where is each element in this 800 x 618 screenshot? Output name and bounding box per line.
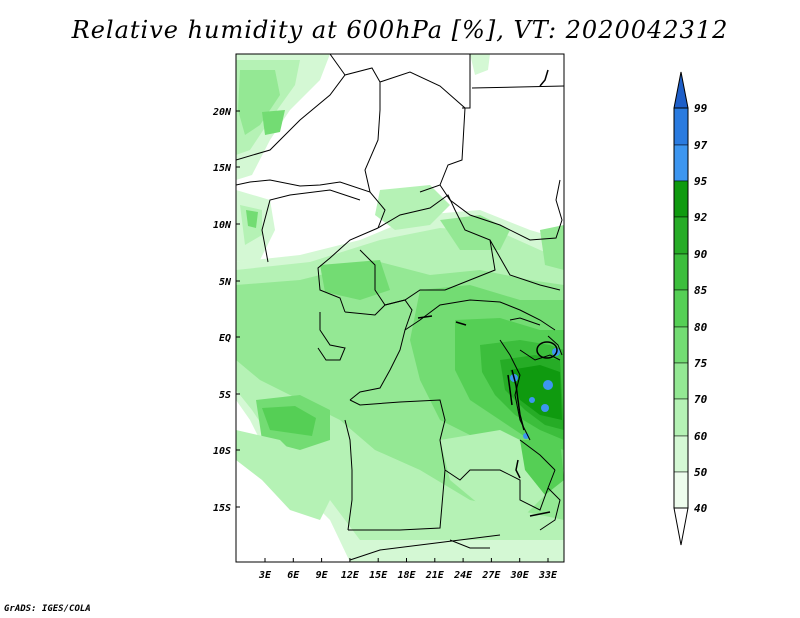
colorbar-segment <box>673 216 689 255</box>
lat-label: 5N <box>219 277 232 288</box>
colorbar-label: 90 <box>694 248 708 261</box>
colorbar-segment <box>673 180 689 218</box>
lon-label: 12E <box>341 570 360 581</box>
lon-label: 6E <box>287 570 300 581</box>
colorbar-segment <box>673 326 689 364</box>
colorbar-segment <box>673 435 689 473</box>
colorbar-label: 92 <box>694 211 708 224</box>
lon-label: 15E <box>369 570 388 581</box>
colorbar-segment <box>673 253 689 291</box>
colorbar-label: 85 <box>694 284 708 297</box>
lon-label: 30E <box>510 570 530 581</box>
colorbar-segment <box>673 107 689 146</box>
lakes <box>417 69 558 517</box>
colorbar-segment <box>673 471 689 509</box>
colorbar-label: 97 <box>694 139 708 152</box>
lon-label: 9E <box>316 570 329 581</box>
chart-title: Relative humidity at 600hPa [%], VT: 202… <box>71 16 729 44</box>
colorbar-label: 75 <box>694 357 708 370</box>
colorbar-label: 95 <box>694 175 708 188</box>
lon-label: 18E <box>397 570 416 581</box>
colorbar-label: 99 <box>694 102 708 115</box>
colorbar-segment <box>673 362 689 400</box>
colorbar: 99 97 95 92 90 85 80 75 70 60 50 40 <box>673 71 708 546</box>
lat-label: EQ <box>219 333 231 344</box>
colorbar-label: 40 <box>694 502 708 515</box>
lon-label: 21E <box>425 570 445 581</box>
lon-label: 3E <box>258 570 272 581</box>
colorbar-segment <box>673 144 689 182</box>
colorbar-bottom-arrow <box>673 507 689 546</box>
lat-label: 10N <box>213 220 232 231</box>
colorbar-label: 50 <box>694 466 708 479</box>
lat-label: 10S <box>213 446 231 457</box>
colorbar-segment <box>673 398 689 437</box>
grads-credit: GrADS: IGES/COLA <box>4 604 91 614</box>
lat-label: 15S <box>213 503 231 514</box>
lon-label: 33E <box>538 570 558 581</box>
lon-label: 27E <box>481 570 501 581</box>
lon-label: 24E <box>453 570 473 581</box>
colorbar-frame <box>673 107 689 509</box>
lat-label: 20N <box>212 107 232 118</box>
colorbar-label: 70 <box>694 393 708 406</box>
lat-label: 5S <box>219 390 231 401</box>
humidity-field <box>236 54 564 562</box>
colorbar-label: 60 <box>694 430 708 443</box>
colorbar-label: 80 <box>694 321 708 334</box>
map-frame <box>235 53 565 563</box>
longitude-axis: 3E 6E 9E 12E 15E 18E 21E 24E 27E 30E 33E <box>258 558 558 581</box>
lat-label: 15N <box>213 163 232 174</box>
latitude-axis: 20N 15N 10N 5N EQ 5S 10S 15S <box>212 107 240 514</box>
colorbar-segment <box>673 289 689 328</box>
colorbar-top-arrow <box>673 71 689 109</box>
